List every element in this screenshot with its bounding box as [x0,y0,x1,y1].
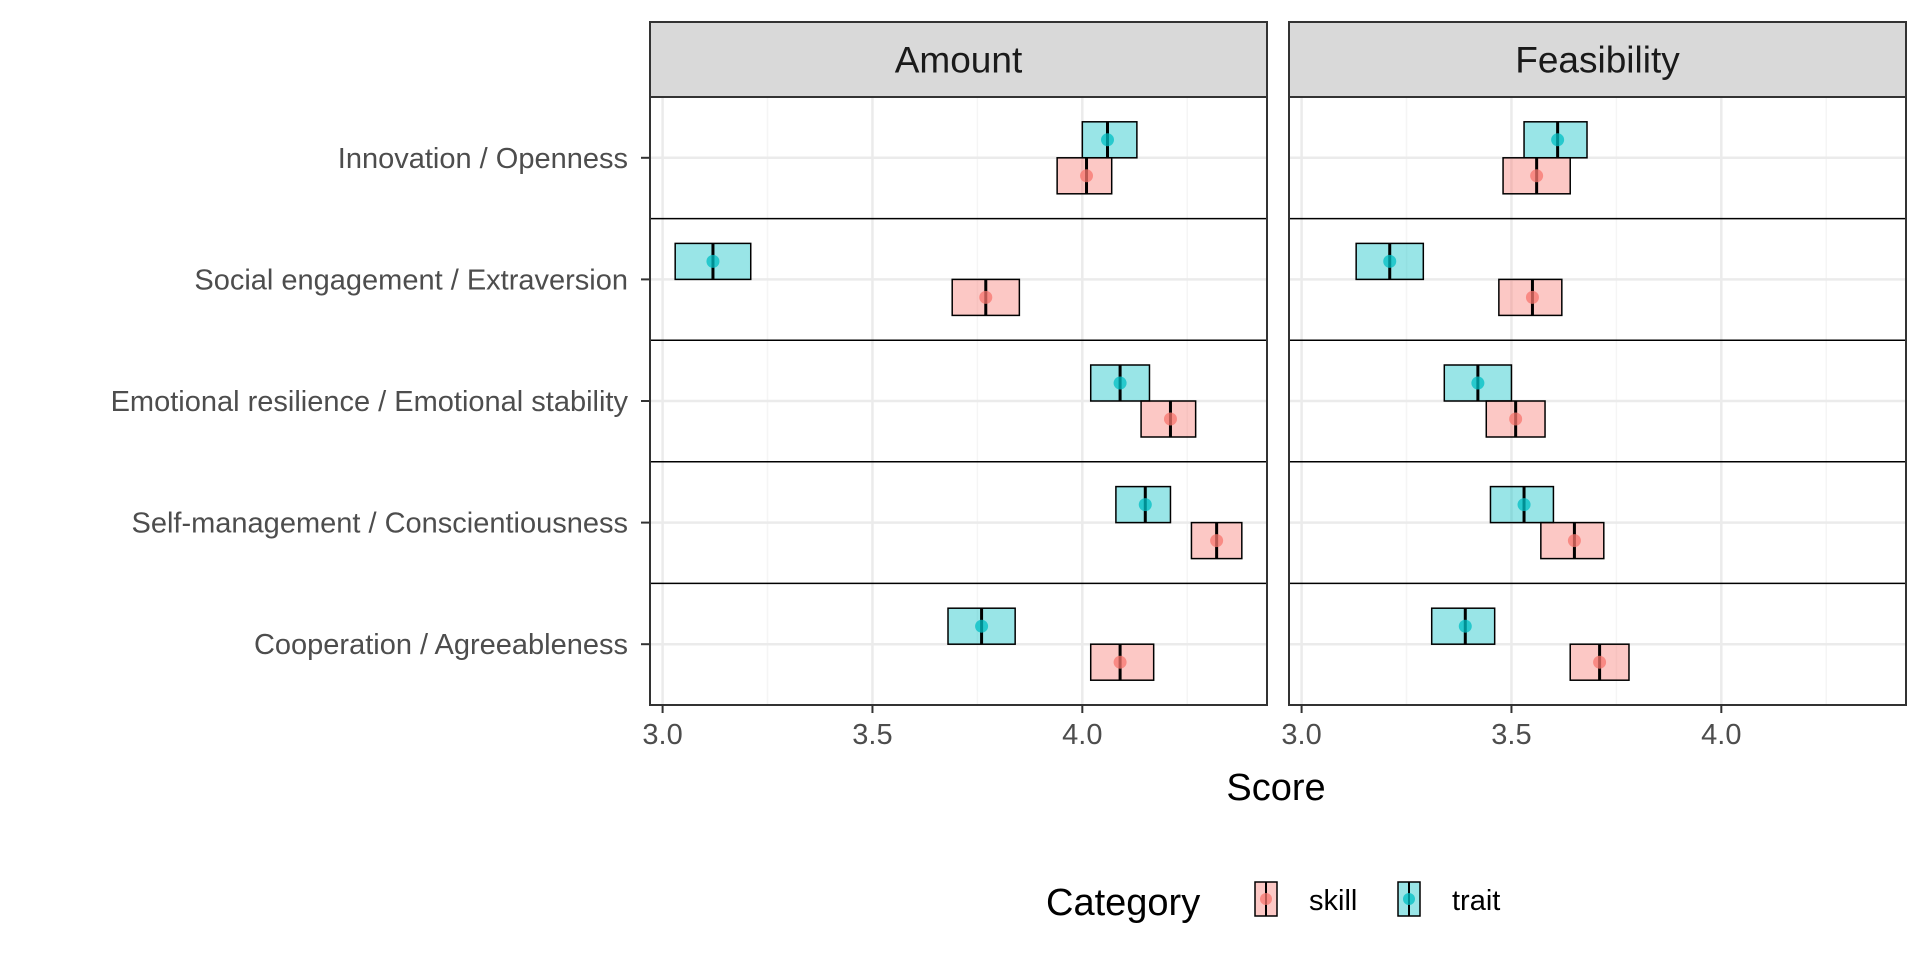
interval-skill [951,278,1021,317]
mean-point [1210,534,1224,548]
interval-skill [1569,643,1630,681]
interval-trait [1489,485,1555,524]
interval-trait [1355,242,1425,281]
mean-point [975,619,989,633]
category-label: Emotional resilience / Emotional stabili… [111,386,629,418]
interval-trait [1443,364,1513,402]
interval-trait [1523,121,1588,159]
mean-point [1113,376,1127,390]
legend-entry-trait: trait [1397,881,1500,917]
x-axis-title: Score [1226,767,1325,809]
mean-point [1517,498,1531,512]
mean-point [979,290,993,304]
panels: Amount 3.0 3.5 4.0 Feasibility 3.0 3.5 4.0 [642,21,1907,751]
mean-point [1383,254,1397,268]
mean-point [1530,169,1544,183]
mean-point [1080,169,1094,183]
interval-skill [1089,643,1155,681]
x-tick-label: 3.5 [1491,719,1531,751]
interval-skill [1056,157,1113,195]
interval-trait [1115,485,1172,524]
facet-strip [649,21,1268,98]
interval-trait [1430,607,1496,645]
mean-point [1551,133,1565,147]
legend-entry-skill: skill [1254,881,1357,917]
mean-point [1113,655,1127,669]
mean-point [706,254,720,268]
facet-strip-label: Amount [895,40,1023,81]
category-label: Innovation / Openness [338,143,628,175]
x-tick-label: 3.5 [852,719,892,751]
mean-point [1525,290,1539,304]
legend-label: skill [1309,885,1357,917]
mean-point [1471,376,1485,390]
interval-trait [1089,364,1151,402]
legend-title: Category [1046,882,1200,924]
interval-skill [1498,278,1563,317]
interval-skill [1140,400,1197,438]
interval-skill [1190,521,1243,560]
category-label: Cooperation / Agreeableness [254,629,628,661]
category-label: Self-management / Conscientiousness [132,508,628,540]
mean-point [1567,534,1581,548]
interval-skill [1485,400,1546,438]
panel-amount: Amount 3.0 3.5 4.0 [642,21,1268,751]
interval-trait [947,607,1016,645]
mean-point [1509,412,1523,426]
interval-trait [1081,121,1138,159]
legend-key-point [1403,893,1415,905]
category-axis: Innovation / Openness Social engagement /… [111,143,650,661]
mean-point [1458,619,1472,633]
interval-box [1430,607,1496,645]
mean-point [1138,498,1152,512]
legend: Category skill trait [1046,881,1500,924]
mean-point [1163,412,1177,426]
category-label: Social engagement / Extraversion [194,264,628,296]
legend-label: trait [1452,885,1500,917]
legend-key-point [1260,893,1272,905]
interval-skill [1540,521,1605,560]
panel-feasibility: Feasibility 3.0 3.5 4.0 [1281,21,1907,751]
mean-point [1593,655,1607,669]
interval-skill [1502,157,1571,195]
facet-strip-label: Feasibility [1515,40,1680,81]
x-tick-label: 3.0 [1281,719,1321,751]
x-tick-label: 4.0 [1062,719,1102,751]
x-tick-label: 4.0 [1701,719,1741,751]
interval-box [1089,643,1155,681]
interval-trait [674,242,752,281]
facet-strip [1288,21,1907,98]
x-tick-label: 3.0 [642,719,682,751]
mean-point [1101,133,1115,147]
